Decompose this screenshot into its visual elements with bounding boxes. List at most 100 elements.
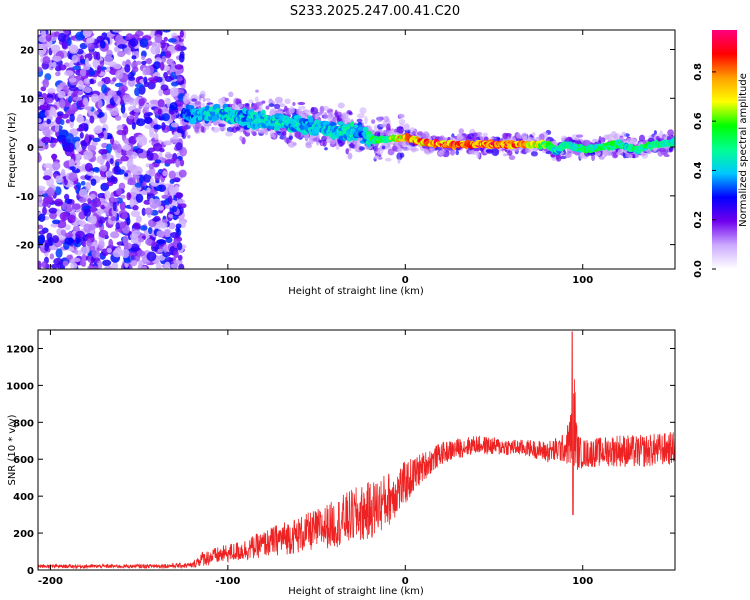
spectrogram-cell	[38, 234, 46, 245]
spectrogram-cell	[60, 229, 67, 236]
spectrogram-cell	[110, 192, 115, 202]
spectrogram-cell	[477, 131, 483, 137]
spectrogram-cell	[176, 75, 182, 82]
spectrogram-cell	[358, 146, 366, 151]
spectrogram-cell	[321, 135, 327, 142]
spectrogram-cell	[122, 94, 132, 103]
spectrogram-cell	[392, 145, 398, 151]
spectrogram-cell	[346, 110, 352, 115]
spectrogram-cell	[101, 84, 108, 94]
spectrogram-cell	[112, 249, 123, 258]
spectrogram-cell	[157, 99, 165, 108]
spectrogram-cell	[99, 60, 105, 67]
spectrogram-cell	[50, 263, 60, 269]
spectrogram-cell	[111, 143, 118, 151]
spectrogram-cell	[132, 222, 141, 230]
colorbar-tick-label: 0.6	[693, 112, 704, 130]
spectrogram-cell	[180, 220, 187, 229]
spectrogram-cell	[61, 169, 66, 177]
spectrogram-cell	[105, 66, 111, 73]
snr-y-label: SNR (10 * v/v)	[7, 414, 18, 485]
spectrogram-cell	[327, 113, 332, 121]
spectrogram-cell	[65, 133, 75, 143]
spectrogram-cell	[231, 126, 238, 133]
spectrogram-cell	[455, 150, 459, 156]
colorbar-gradient	[712, 30, 737, 269]
spectrogram-cell	[38, 112, 46, 118]
spectrogram-cell	[161, 122, 166, 131]
spectrogram-cell	[159, 39, 166, 49]
spectrogram-cell	[178, 263, 185, 269]
spectrogram-cell	[49, 253, 55, 260]
spectrogram-cell	[50, 142, 55, 148]
spectrogram-cell	[146, 251, 157, 262]
spectrogram-cell	[178, 53, 185, 63]
spectrogram-cell	[157, 108, 162, 115]
snr-y-tick-label: 1200	[6, 344, 34, 355]
spectrogram-cell	[575, 140, 582, 145]
spectrogram-cell	[611, 150, 619, 159]
spectrogram-cell	[38, 213, 46, 222]
spectrogram-cell	[121, 212, 128, 220]
spectrogram-cell	[38, 185, 46, 191]
spectrogram-cell	[621, 131, 627, 138]
spectrogram-cell	[131, 55, 137, 60]
spectrogram-cell	[132, 66, 139, 73]
spectrogram-cell	[167, 195, 173, 205]
spectrogram-cell	[274, 96, 283, 104]
spectrogram-cell	[78, 188, 88, 198]
spectrogram-cell	[149, 177, 155, 186]
spectrogram-cell	[658, 147, 667, 153]
spectrogram-cell	[559, 155, 567, 160]
spectrogram-cell	[98, 148, 108, 155]
spectrogram-cell	[148, 163, 155, 170]
spectrogram-cell	[187, 105, 195, 110]
spectrogram-cell	[101, 153, 108, 160]
spectrogram-cell	[163, 36, 168, 42]
spectrogram-cell	[437, 151, 445, 156]
spectrogram-cell	[59, 212, 69, 221]
spectrogram-cell	[102, 259, 112, 267]
spectrogram-cell	[65, 119, 71, 124]
spectrogram-cell	[80, 246, 90, 255]
spectrogram-cell	[491, 148, 500, 157]
spectrogram-cell	[176, 199, 186, 204]
spectrogram-cell	[178, 92, 185, 103]
spectrogram-cell	[139, 174, 144, 184]
spectrogram-cell	[134, 112, 139, 119]
spectrogram-cell	[52, 161, 61, 171]
spectrogram-cell	[565, 138, 570, 142]
spectrogram-cell	[129, 115, 135, 120]
spectrogram-cell	[371, 119, 376, 124]
spectrogram-cell	[81, 253, 87, 263]
spectrogram-cell	[54, 198, 64, 207]
spectrogram-cell	[179, 159, 185, 167]
spectrogram-cell	[103, 55, 114, 62]
spectrogram-cell	[59, 98, 66, 109]
spectrogram-cell	[135, 193, 144, 203]
spectrogram-cell	[264, 128, 269, 136]
spectrogram-cell	[161, 194, 169, 199]
spectrogram-cell	[100, 204, 105, 210]
spectrogram-cell	[112, 30, 123, 33]
spectrogram-cell	[64, 198, 73, 205]
spectrogram-cell	[154, 132, 159, 141]
spectrogram-cell	[458, 128, 464, 135]
spectrogram-cell	[89, 115, 95, 124]
spectrogram-cell	[524, 148, 532, 153]
spectrogram-cell	[671, 141, 675, 146]
spectrogram-cell	[38, 230, 46, 235]
spectrogram-cell	[53, 31, 60, 37]
spectrogram-cell	[120, 155, 129, 162]
spectrogram-cell	[416, 131, 424, 137]
snr-y-tick-label: 600	[13, 455, 34, 466]
spectrogram-cell	[169, 86, 179, 97]
spectrogram-cell	[112, 201, 117, 212]
snr-y-tick-label: 200	[13, 529, 34, 540]
spectrogram-cell	[156, 239, 166, 245]
spectrogram-cell	[668, 147, 673, 152]
spectrogram-cell	[60, 119, 65, 126]
spectrogram-cell	[91, 93, 99, 103]
spectrogram-cell	[64, 232, 74, 238]
spectrogram-cell	[121, 86, 126, 97]
